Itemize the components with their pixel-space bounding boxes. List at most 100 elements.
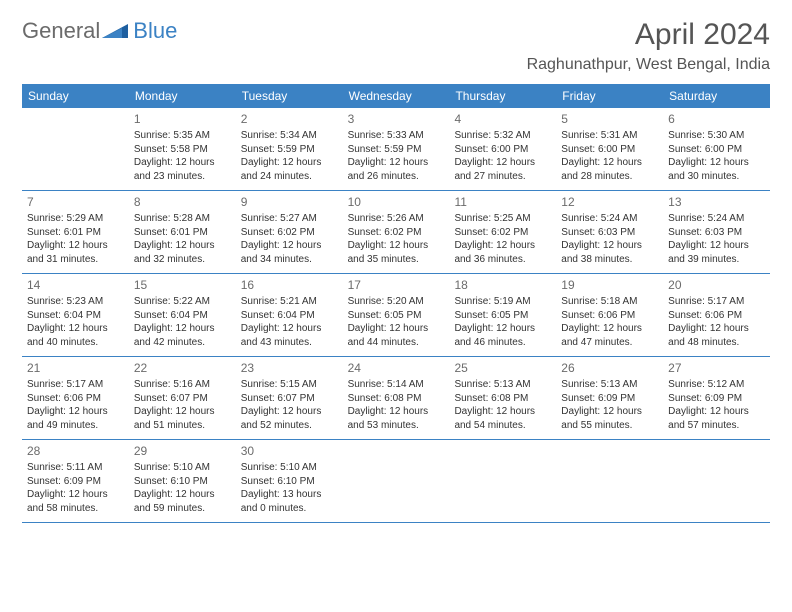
day-number: 29 (134, 443, 232, 459)
calendar-day-cell: 9Sunrise: 5:27 AMSunset: 6:02 PMDaylight… (236, 191, 343, 273)
sunset-text: Sunset: 6:00 PM (561, 143, 659, 157)
sunset-text: Sunset: 5:58 PM (134, 143, 232, 157)
sunrise-text: Sunrise: 5:12 AM (668, 378, 766, 392)
day-number: 24 (348, 360, 446, 376)
calendar-day-cell: 6Sunrise: 5:30 AMSunset: 6:00 PMDaylight… (663, 108, 770, 190)
weekday-label: Wednesday (343, 84, 450, 108)
day-number: 4 (454, 111, 552, 127)
sunset-text: Sunset: 6:09 PM (561, 392, 659, 406)
calendar-grid: Sunday Monday Tuesday Wednesday Thursday… (22, 84, 770, 523)
daylight-text: Daylight: 12 hours and 58 minutes. (27, 488, 125, 515)
sunset-text: Sunset: 5:59 PM (348, 143, 446, 157)
day-number: 10 (348, 194, 446, 210)
sunset-text: Sunset: 6:06 PM (668, 309, 766, 323)
daylight-text: Daylight: 12 hours and 27 minutes. (454, 156, 552, 183)
sunset-text: Sunset: 6:01 PM (134, 226, 232, 240)
daylight-text: Daylight: 12 hours and 51 minutes. (134, 405, 232, 432)
sunrise-text: Sunrise: 5:25 AM (454, 212, 552, 226)
day-number: 25 (454, 360, 552, 376)
sunrise-text: Sunrise: 5:16 AM (134, 378, 232, 392)
calendar-day-cell: 24Sunrise: 5:14 AMSunset: 6:08 PMDayligh… (343, 357, 450, 439)
calendar-page: General Blue April 2024 Raghunathpur, We… (0, 0, 792, 541)
day-number: 8 (134, 194, 232, 210)
header: General Blue April 2024 Raghunathpur, We… (22, 18, 770, 74)
sunset-text: Sunset: 6:01 PM (27, 226, 125, 240)
sunrise-text: Sunrise: 5:14 AM (348, 378, 446, 392)
sunset-text: Sunset: 6:10 PM (134, 475, 232, 489)
sunrise-text: Sunrise: 5:13 AM (454, 378, 552, 392)
daylight-text: Daylight: 12 hours and 55 minutes. (561, 405, 659, 432)
sunrise-text: Sunrise: 5:15 AM (241, 378, 339, 392)
sunrise-text: Sunrise: 5:18 AM (561, 295, 659, 309)
sunset-text: Sunset: 5:59 PM (241, 143, 339, 157)
daylight-text: Daylight: 12 hours and 52 minutes. (241, 405, 339, 432)
sunset-text: Sunset: 6:08 PM (454, 392, 552, 406)
sunrise-text: Sunrise: 5:24 AM (561, 212, 659, 226)
daylight-text: Daylight: 12 hours and 32 minutes. (134, 239, 232, 266)
sunset-text: Sunset: 6:03 PM (561, 226, 659, 240)
sunrise-text: Sunrise: 5:19 AM (454, 295, 552, 309)
sunrise-text: Sunrise: 5:27 AM (241, 212, 339, 226)
calendar-day-cell: 16Sunrise: 5:21 AMSunset: 6:04 PMDayligh… (236, 274, 343, 356)
daylight-text: Daylight: 12 hours and 31 minutes. (27, 239, 125, 266)
sunset-text: Sunset: 6:04 PM (241, 309, 339, 323)
day-number: 22 (134, 360, 232, 376)
sunset-text: Sunset: 6:05 PM (348, 309, 446, 323)
sunrise-text: Sunrise: 5:29 AM (27, 212, 125, 226)
sunrise-text: Sunrise: 5:31 AM (561, 129, 659, 143)
calendar-day-cell: 30Sunrise: 5:10 AMSunset: 6:10 PMDayligh… (236, 440, 343, 522)
day-number: 16 (241, 277, 339, 293)
daylight-text: Daylight: 12 hours and 28 minutes. (561, 156, 659, 183)
weeks-container: 1Sunrise: 5:35 AMSunset: 5:58 PMDaylight… (22, 108, 770, 523)
sunset-text: Sunset: 6:02 PM (241, 226, 339, 240)
calendar-day-cell: 11Sunrise: 5:25 AMSunset: 6:02 PMDayligh… (449, 191, 556, 273)
sunset-text: Sunset: 6:07 PM (134, 392, 232, 406)
daylight-text: Daylight: 12 hours and 47 minutes. (561, 322, 659, 349)
calendar-day-cell: 14Sunrise: 5:23 AMSunset: 6:04 PMDayligh… (22, 274, 129, 356)
logo-triangle-icon (102, 22, 130, 40)
day-number: 13 (668, 194, 766, 210)
daylight-text: Daylight: 12 hours and 42 minutes. (134, 322, 232, 349)
day-number: 19 (561, 277, 659, 293)
weekday-label: Saturday (663, 84, 770, 108)
daylight-text: Daylight: 12 hours and 48 minutes. (668, 322, 766, 349)
day-number: 3 (348, 111, 446, 127)
sunrise-text: Sunrise: 5:26 AM (348, 212, 446, 226)
calendar-day-cell (343, 440, 450, 522)
calendar-week-row: 14Sunrise: 5:23 AMSunset: 6:04 PMDayligh… (22, 274, 770, 357)
calendar-week-row: 7Sunrise: 5:29 AMSunset: 6:01 PMDaylight… (22, 191, 770, 274)
calendar-day-cell: 15Sunrise: 5:22 AMSunset: 6:04 PMDayligh… (129, 274, 236, 356)
daylight-text: Daylight: 12 hours and 39 minutes. (668, 239, 766, 266)
day-number: 15 (134, 277, 232, 293)
calendar-day-cell: 28Sunrise: 5:11 AMSunset: 6:09 PMDayligh… (22, 440, 129, 522)
calendar-day-cell (663, 440, 770, 522)
calendar-day-cell: 13Sunrise: 5:24 AMSunset: 6:03 PMDayligh… (663, 191, 770, 273)
daylight-text: Daylight: 12 hours and 36 minutes. (454, 239, 552, 266)
calendar-day-cell: 29Sunrise: 5:10 AMSunset: 6:10 PMDayligh… (129, 440, 236, 522)
calendar-day-cell: 27Sunrise: 5:12 AMSunset: 6:09 PMDayligh… (663, 357, 770, 439)
calendar-week-row: 21Sunrise: 5:17 AMSunset: 6:06 PMDayligh… (22, 357, 770, 440)
sunset-text: Sunset: 6:06 PM (561, 309, 659, 323)
daylight-text: Daylight: 13 hours and 0 minutes. (241, 488, 339, 515)
calendar-day-cell: 18Sunrise: 5:19 AMSunset: 6:05 PMDayligh… (449, 274, 556, 356)
daylight-text: Daylight: 12 hours and 34 minutes. (241, 239, 339, 266)
title-block: April 2024 Raghunathpur, West Bengal, In… (527, 18, 770, 74)
day-number: 11 (454, 194, 552, 210)
day-number: 7 (27, 194, 125, 210)
day-number: 18 (454, 277, 552, 293)
sunrise-text: Sunrise: 5:10 AM (134, 461, 232, 475)
sunset-text: Sunset: 6:10 PM (241, 475, 339, 489)
logo-text-2: Blue (133, 18, 177, 44)
calendar-day-cell (22, 108, 129, 190)
weekday-header: Sunday Monday Tuesday Wednesday Thursday… (22, 84, 770, 108)
calendar-day-cell (556, 440, 663, 522)
sunrise-text: Sunrise: 5:34 AM (241, 129, 339, 143)
daylight-text: Daylight: 12 hours and 57 minutes. (668, 405, 766, 432)
sunset-text: Sunset: 6:05 PM (454, 309, 552, 323)
daylight-text: Daylight: 12 hours and 44 minutes. (348, 322, 446, 349)
sunrise-text: Sunrise: 5:17 AM (27, 378, 125, 392)
sunrise-text: Sunrise: 5:28 AM (134, 212, 232, 226)
sunset-text: Sunset: 6:02 PM (348, 226, 446, 240)
calendar-day-cell: 1Sunrise: 5:35 AMSunset: 5:58 PMDaylight… (129, 108, 236, 190)
daylight-text: Daylight: 12 hours and 23 minutes. (134, 156, 232, 183)
